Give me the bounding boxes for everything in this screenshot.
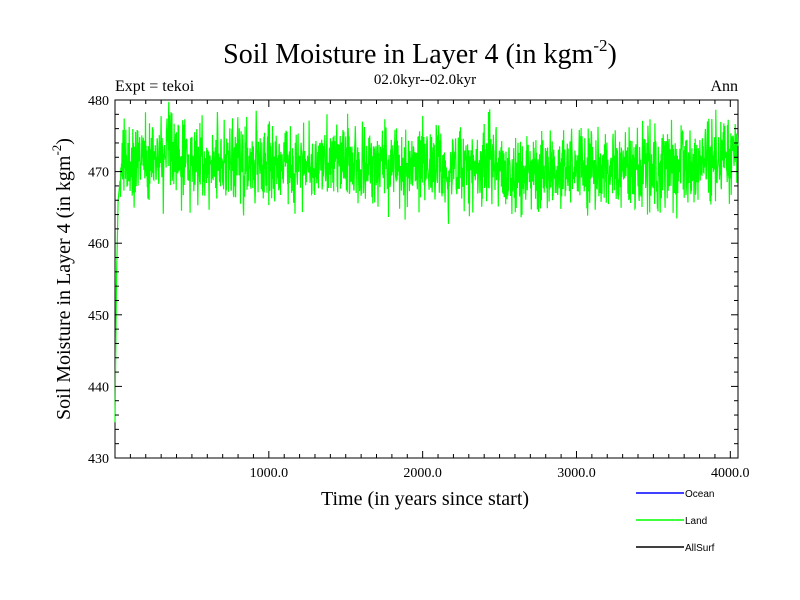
y-axis-label-sup: -2 [49, 145, 64, 156]
legend: Ocean Land AllSurf [636, 489, 715, 554]
legend-label-land: Land [685, 516, 707, 527]
plot-area [114, 99, 739, 459]
x-tick-label: 4000.0 [711, 466, 750, 481]
x-axis-label: Time (in years since start) [321, 488, 529, 510]
legend-label-allsurf: AllSurf [685, 543, 715, 554]
x-tick-label: 3000.0 [557, 466, 596, 481]
y-tick-label: 430 [88, 452, 109, 467]
legend-label-ocean: Ocean [685, 489, 714, 500]
season-label: Ann [710, 78, 738, 95]
ticks-layer [115, 99, 738, 459]
y-tick-label: 480 [88, 94, 109, 109]
chart-title-sup: -2 [593, 36, 607, 55]
x-tick-label: 2000.0 [403, 466, 442, 481]
y-tick-label: 460 [88, 237, 109, 252]
y-axis-label-main: Soil Moisture in Layer 4 (in kgm [53, 155, 75, 420]
chart-title-main: Soil Moisture in Layer 4 (in kgm [223, 39, 593, 70]
chart-subtitle: 02.0kyr--02.0kyr [374, 72, 476, 88]
chart-title-close: ) [608, 39, 617, 70]
series-line-land [114, 101, 739, 423]
chart-title: Soil Moisture in Layer 4 (in kgm-2) [223, 36, 617, 70]
series-layer [114, 101, 739, 423]
x-tick-label: 1000.0 [250, 466, 289, 481]
y-axis-label-close: ) [53, 138, 75, 145]
experiment-label: Expt = tekoi [115, 78, 195, 95]
tick-labels-layer: 430 440 450 460 470 480 1000.0 2000.0 3000.0 4000… [88, 94, 750, 481]
y-tick-label: 440 [88, 380, 109, 395]
y-tick-label: 470 [88, 166, 109, 181]
y-tick-label: 450 [88, 309, 109, 324]
y-axis-label: Soil Moisture in Layer 4 (in kgm-2) [49, 138, 75, 420]
